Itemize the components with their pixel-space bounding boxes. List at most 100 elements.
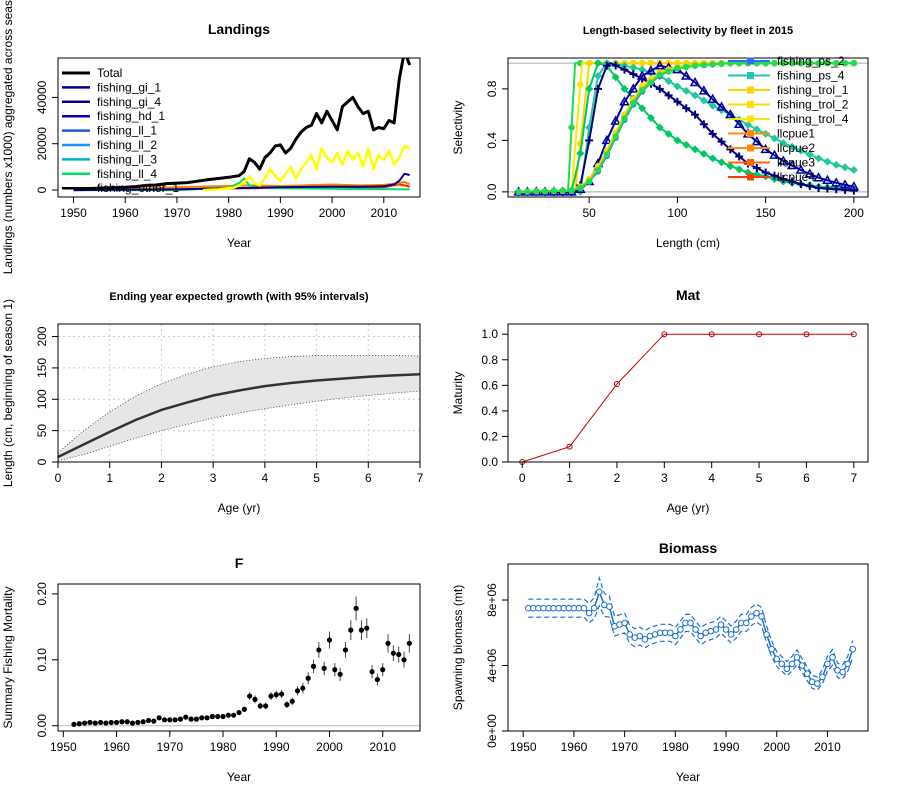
series-marker	[805, 150, 814, 159]
biomass-point	[839, 668, 846, 676]
landings-series	[73, 58, 412, 192]
series-marker	[751, 136, 763, 146]
f-point	[247, 693, 253, 699]
maturity-point	[661, 331, 668, 338]
biomass-point	[798, 662, 806, 669]
f-point	[167, 717, 173, 723]
f-point	[108, 719, 114, 726]
f-point	[289, 698, 295, 704]
legend-label: fishing_ll_1	[97, 124, 157, 138]
legend-swatch-marker	[747, 57, 754, 65]
legend-label: fishing_hd_1	[97, 109, 165, 123]
f-point	[385, 640, 391, 646]
x-tick-label: 1990	[267, 206, 294, 220]
biomass-panel: Biomass Year Spawning biomass (mt) 1950 1960…	[451, 540, 869, 784]
series-marker	[568, 187, 575, 194]
chart-title: Ending year expected growth (with 95% in…	[109, 291, 369, 303]
series-line	[73, 172, 410, 192]
x-tick-label: 1980	[210, 740, 237, 754]
biomass-point	[829, 654, 836, 661]
series-marker	[769, 149, 780, 159]
x-tick-label: 100	[667, 206, 687, 220]
f-point	[257, 703, 263, 709]
plot-frame	[507, 57, 869, 198]
series-marker	[619, 96, 630, 106]
series-marker	[585, 136, 594, 145]
f-point	[342, 647, 349, 653]
f-point	[135, 719, 141, 726]
series-marker	[647, 59, 655, 67]
series-marker	[717, 158, 726, 167]
biomass-point	[687, 619, 694, 627]
series-marker	[683, 63, 690, 71]
f-point	[406, 640, 412, 646]
f-point	[396, 651, 402, 658]
x-axis-label: Length (cm)	[656, 236, 720, 250]
y-tick-label: 0.0	[485, 183, 499, 200]
series-marker	[699, 120, 708, 129]
series-marker	[691, 110, 700, 119]
series-marker	[779, 174, 788, 183]
f-point	[273, 692, 279, 698]
f-point	[353, 605, 359, 611]
f-point	[390, 650, 396, 656]
x-tick-label: 7	[850, 471, 857, 485]
lower-ci	[528, 604, 854, 691]
f-point	[151, 718, 157, 724]
f-point	[193, 716, 200, 722]
f-point	[209, 713, 215, 720]
f-point	[103, 720, 109, 726]
legend-swatch-marker	[747, 115, 754, 123]
f-point	[172, 717, 178, 723]
f-point	[236, 709, 242, 716]
f-point	[252, 696, 258, 702]
f-point	[321, 665, 327, 671]
y-tick-label: 0	[35, 458, 49, 465]
x-tick-label: 1990	[713, 740, 740, 754]
x-tick-label: 50	[582, 206, 596, 220]
legend-label: Total	[97, 66, 122, 80]
chart-title: Biomass	[659, 540, 718, 556]
x-tick-label: 2000	[319, 206, 346, 220]
biomass-point	[717, 621, 725, 628]
y-tick-label: 0.10	[35, 648, 49, 672]
series-marker	[841, 59, 849, 67]
series-marker	[585, 59, 593, 67]
x-tick-label: 4	[708, 471, 715, 485]
f-point	[124, 719, 130, 725]
biomass-point	[606, 603, 613, 610]
series-marker	[771, 59, 778, 67]
y-tick-label: 8e+06	[485, 583, 499, 617]
f-point	[97, 719, 104, 726]
series-marker	[830, 177, 842, 187]
series-marker	[708, 154, 717, 163]
biomass-point	[793, 654, 801, 661]
series-line	[73, 58, 412, 191]
y-tick-label: 200	[35, 326, 49, 346]
plot-frame	[57, 583, 421, 732]
series-marker	[585, 178, 593, 185]
biomass-point	[672, 632, 679, 640]
biomass-point	[763, 631, 770, 638]
y-tick-label: 0.4	[485, 132, 499, 149]
series-marker	[541, 188, 549, 195]
series-marker	[698, 85, 710, 95]
legend-label: fishing_trol_4	[777, 112, 849, 126]
legend-swatch-marker	[747, 159, 754, 166]
f-point	[161, 717, 168, 723]
x-axis-label: Year	[676, 770, 700, 784]
series-marker	[594, 84, 602, 93]
y-tick-label: 50	[35, 424, 49, 438]
f-point	[156, 715, 162, 721]
y-tick-label: 0.6	[481, 378, 498, 392]
x-tick-label: 2010	[369, 740, 396, 754]
x-tick-label: 1980	[215, 206, 242, 220]
series-marker	[664, 129, 673, 138]
series-marker	[708, 101, 717, 110]
x-axis-label: Year	[227, 236, 251, 250]
biomass-point	[692, 626, 699, 633]
series-marker	[577, 184, 584, 192]
y-tick-label: 0	[35, 186, 49, 193]
x-tick-label: 0	[519, 471, 526, 485]
x-tick-label: 2010	[370, 206, 397, 220]
